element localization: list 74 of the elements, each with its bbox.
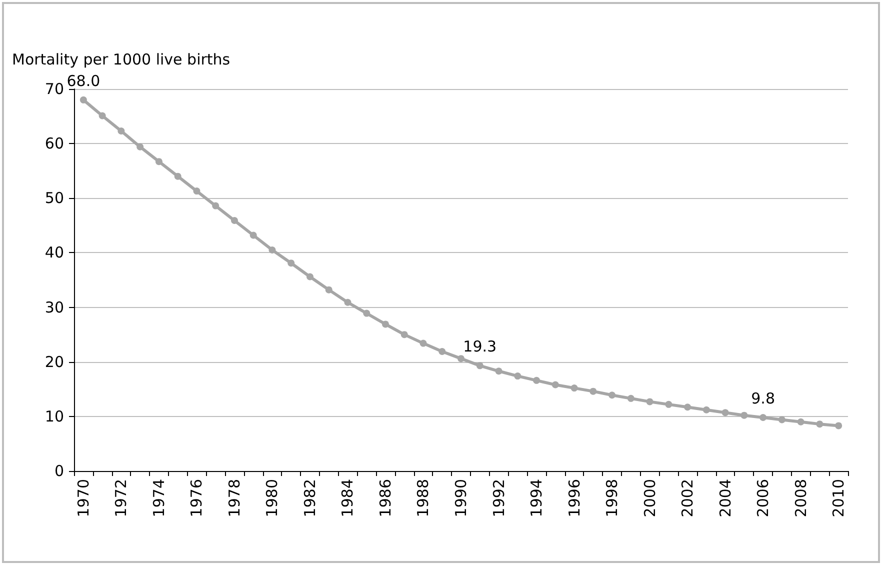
- point: [363, 310, 370, 317]
- point: [646, 398, 654, 406]
- x-tick-label: 1988: [414, 479, 432, 518]
- y-tick-label: 50: [44, 189, 64, 208]
- point: [722, 409, 729, 416]
- point: [740, 412, 748, 419]
- point: [250, 232, 257, 239]
- x-tick-label: 1972: [112, 479, 130, 518]
- x-tick-label: 1992: [490, 479, 508, 518]
- point: [760, 414, 767, 422]
- point: [684, 404, 692, 411]
- point: [797, 418, 804, 426]
- x-tick-label: 1970: [74, 479, 92, 518]
- point: [118, 128, 125, 135]
- point: [608, 392, 616, 399]
- point: [420, 340, 427, 347]
- x-tick-label: 2002: [678, 479, 697, 518]
- point: [193, 188, 200, 195]
- x-tick-label: 2010: [830, 479, 848, 518]
- point: [155, 158, 162, 166]
- point: [400, 331, 408, 338]
- point: [268, 246, 276, 254]
- point: [230, 217, 238, 224]
- point: [702, 406, 710, 414]
- x-tick-label: 2006: [754, 479, 772, 518]
- x-tick-label: 2004: [716, 479, 734, 518]
- y-tick-label: 40: [44, 244, 64, 262]
- x-tick-label: 1984: [338, 479, 357, 518]
- point: [514, 372, 522, 380]
- x-tick-label: 1990: [452, 479, 470, 518]
- y-tick-label: 60: [44, 134, 64, 153]
- point: [288, 260, 295, 267]
- point: [212, 202, 220, 210]
- point: [570, 384, 578, 392]
- data-label: 9.8: [751, 390, 775, 408]
- point: [476, 362, 484, 370]
- point: [136, 143, 144, 150]
- point: [174, 172, 182, 180]
- data-label: 68.0: [66, 72, 100, 90]
- x-tick-label: 2000: [640, 479, 659, 518]
- point: [552, 381, 559, 388]
- data-label: 19.3: [463, 338, 497, 356]
- x-tick-label: 1974: [150, 479, 168, 518]
- y-axis-title: Mortality per 1000 live births: [12, 50, 230, 68]
- point: [98, 112, 106, 120]
- y-tick-label: 10: [44, 407, 64, 426]
- point: [816, 420, 824, 428]
- point: [325, 286, 332, 294]
- point: [778, 416, 786, 424]
- x-tick-label: 1980: [263, 479, 282, 518]
- x-tick-label: 1998: [603, 479, 622, 518]
- y-tick-label: 20: [44, 352, 64, 371]
- point: [438, 348, 446, 355]
- point: [80, 96, 87, 104]
- y-tick-label: 70: [44, 80, 64, 98]
- point: [590, 388, 597, 395]
- x-tick-label: 1978: [225, 479, 244, 518]
- x-tick-label: 2008: [792, 479, 810, 518]
- x-tick-label: 1996: [565, 479, 584, 518]
- x-tick-label: 1976: [188, 479, 206, 518]
- point: [382, 320, 389, 328]
- x-tick-label: 1982: [300, 479, 319, 518]
- point: [458, 355, 464, 362]
- y-tick-label: 0: [54, 462, 64, 480]
- x-tick-label: 1994: [528, 479, 546, 518]
- point: [835, 422, 842, 430]
- point: [306, 273, 314, 280]
- y-tick-label: 30: [44, 298, 64, 316]
- point: [665, 400, 672, 408]
- point: [533, 376, 540, 384]
- point: [344, 298, 352, 306]
- point: [627, 394, 634, 402]
- x-tick-label: 1986: [376, 479, 394, 518]
- point: [495, 368, 502, 375]
